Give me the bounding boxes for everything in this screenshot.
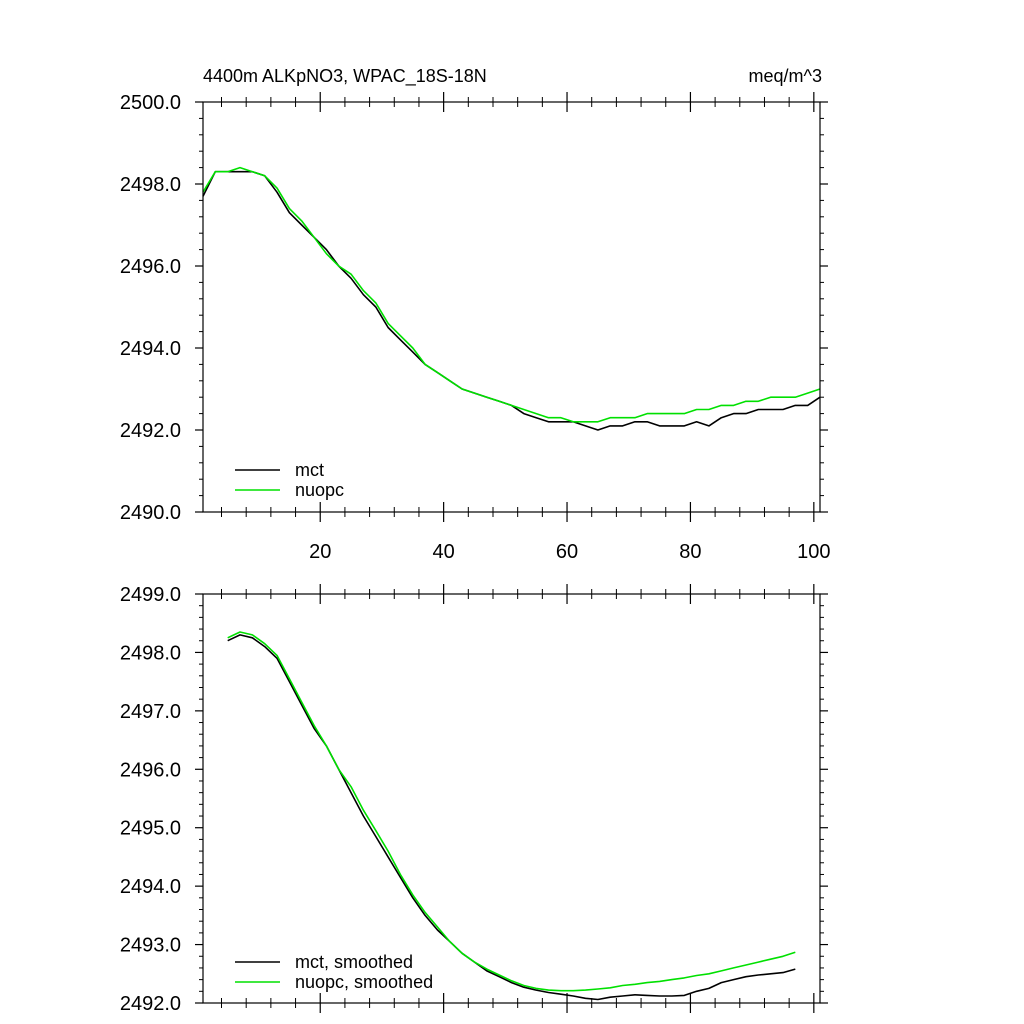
y-tick-label: 2493.0	[120, 935, 181, 957]
y-tick-label: 2494.0	[120, 876, 181, 898]
y-tick-label: 2490.0	[120, 502, 181, 524]
x-tick-label: 20	[309, 541, 331, 563]
x-tick-label: 80	[679, 541, 701, 563]
top-panel-ticks: 2490.0 2492.0 2494.0 2496.0 2498.0 2500.0 20 40…	[120, 92, 831, 563]
series-line-mct-smoothed	[227, 634, 796, 1001]
legend-label: mct	[295, 460, 324, 480]
top-panel-title-right: meq/m^3	[749, 66, 822, 86]
y-tick-label: 2496.0	[120, 759, 181, 781]
y-tick-label: 2496.0	[120, 256, 181, 278]
top-panel-plot-frame	[202, 101, 821, 513]
bottom-panel-plot-frame	[202, 593, 821, 1004]
y-tick-label: 2498.0	[120, 174, 181, 196]
series-line-nuopc	[202, 166, 821, 423]
bottom-panel: 2492.0 2493.0 2494.0 2495.0 2496.0 2497.0 2498…	[120, 584, 828, 1015]
top-panel: 4400m ALKpNO3, WPAC_18S-18N meq/m^3 2490…	[120, 66, 831, 563]
y-tick-label: 2492.0	[120, 420, 181, 442]
series-line-nuopc-smoothed	[227, 631, 796, 992]
top-panel-title-left: 4400m ALKpNO3, WPAC_18S-18N	[203, 66, 487, 87]
y-tick-label: 2499.0	[120, 584, 181, 606]
x-tick-label: 60	[556, 541, 578, 563]
x-tick-label: 100	[797, 541, 830, 563]
top-panel-series	[202, 166, 821, 431]
y-tick-label: 2497.0	[120, 701, 181, 723]
series-line-mct	[202, 170, 821, 431]
legend-label: nuopc, smoothed	[295, 972, 433, 992]
y-tick-label: 2495.0	[120, 818, 181, 840]
bottom-panel-series	[227, 631, 796, 1001]
legend-label: mct, smoothed	[295, 952, 413, 972]
y-tick-label: 2494.0	[120, 338, 181, 360]
y-tick-label: 2498.0	[120, 642, 181, 664]
y-tick-label: 2492.0	[120, 993, 181, 1015]
y-tick-label: 2500.0	[120, 92, 181, 114]
bottom-panel-ticks: 2492.0 2493.0 2494.0 2495.0 2496.0 2497.0 2498…	[120, 584, 828, 1015]
legend-label: nuopc	[295, 480, 344, 500]
x-tick-label: 40	[433, 541, 455, 563]
